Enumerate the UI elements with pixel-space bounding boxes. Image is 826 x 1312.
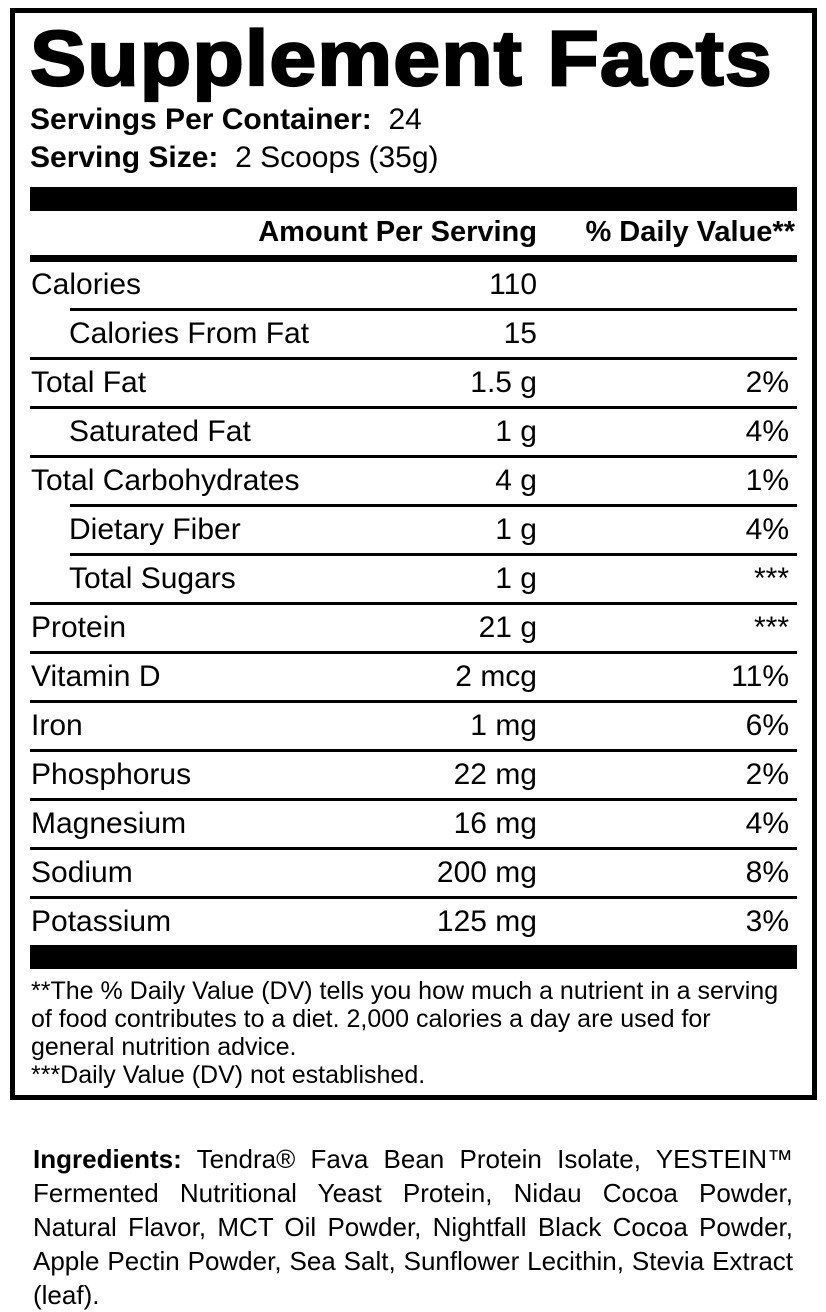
- servings-per-container-label: Servings Per Container:: [30, 103, 372, 136]
- row-divider: [30, 798, 797, 801]
- nutrient-daily-value: 8%: [745, 856, 789, 889]
- nutrient-daily-value: 6%: [745, 709, 789, 742]
- nutrient-daily-value: ***: [753, 611, 789, 644]
- table-row-sodium: Sodium 200 mg 8%: [30, 850, 797, 896]
- nutrient-daily-value: 4%: [745, 807, 789, 840]
- row-divider: [30, 357, 797, 360]
- nutrient-name: Potassium: [31, 905, 172, 938]
- nutrient-name: Vitamin D: [31, 660, 161, 693]
- nutrient-name: Calories From Fat: [69, 317, 310, 350]
- column-header-daily-value: % Daily Value**: [585, 216, 795, 248]
- nutrient-name: Protein: [31, 611, 127, 644]
- row-divider: [30, 749, 797, 752]
- nutrient-amount: 200 mg: [436, 856, 537, 889]
- table-row-iron: Iron 1 mg 6%: [30, 703, 797, 749]
- serving-size-label: Serving Size:: [30, 141, 219, 174]
- daily-value-footnote: **The % Daily Value (DV) tells you how m…: [31, 977, 779, 1061]
- nutrient-amount: 1 g: [495, 415, 537, 448]
- row-divider: [70, 553, 797, 556]
- nutrient-amount: 1 g: [495, 562, 537, 595]
- ingredients-label: Ingredients:: [33, 1144, 182, 1174]
- table-row-potassium: Potassium 125 mg 3%: [30, 899, 797, 945]
- column-header-amount: Amount Per Serving: [258, 216, 537, 248]
- nutrient-daily-value: 1%: [745, 464, 789, 497]
- nutrient-amount: 1 mg: [470, 709, 537, 742]
- table-row-magnesium: Magnesium 16 mg 4%: [30, 801, 797, 847]
- nutrient-name: Calories: [31, 268, 142, 301]
- table-row-total-carbohydrates: Total Carbohydrates 4 g 1%: [30, 458, 797, 504]
- header-rule: [30, 255, 797, 262]
- nutrient-amount: 4 g: [495, 464, 537, 497]
- nutrient-amount: 1.5 g: [470, 366, 537, 399]
- nutrient-daily-value: 4%: [745, 415, 789, 448]
- nutrient-amount: 15: [503, 317, 537, 350]
- table-row-phosphorus: Phosphorus 22 mg 2%: [30, 752, 797, 798]
- nutrient-name: Magnesium: [31, 807, 187, 840]
- nutrient-name: Sodium: [31, 856, 133, 889]
- row-divider: [30, 896, 797, 899]
- row-divider: [70, 504, 797, 507]
- thick-divider-bar-top: [30, 187, 797, 211]
- row-divider: [30, 406, 797, 409]
- row-divider: [30, 455, 797, 458]
- table-header: Amount Per Serving % Daily Value**: [30, 211, 797, 255]
- serving-size-spacer: [227, 141, 235, 174]
- nutrient-amount: 22 mg: [453, 758, 537, 791]
- nutrient-amount: 1 g: [495, 513, 537, 546]
- table-row-vitamin-d: Vitamin D 2 mcg 11%: [30, 654, 797, 700]
- nutrient-daily-value: 2%: [745, 758, 789, 791]
- nutrient-name: Iron: [31, 709, 83, 742]
- row-divider: [30, 602, 797, 605]
- nutrient-amount: 110: [489, 268, 537, 301]
- nutrient-name: Saturated Fat: [69, 415, 251, 448]
- servings-per-container: Servings Per Container: 24: [30, 101, 797, 139]
- nutrient-name: Total Carbohydrates: [31, 464, 300, 497]
- nutrient-name: Dietary Fiber: [69, 513, 241, 546]
- table-row-total-fat: Total Fat 1.5 g 2%: [30, 360, 797, 406]
- nutrient-name: Total Fat: [31, 366, 147, 399]
- nutrient-daily-value: 2%: [745, 366, 789, 399]
- nutrient-amount: 21 g: [478, 611, 537, 644]
- supplement-facts-panel: Supplement Facts Servings Per Container:…: [10, 8, 817, 1100]
- nutrient-daily-value: ***: [753, 562, 789, 595]
- footnotes: **The % Daily Value (DV) tells you how m…: [30, 969, 797, 1089]
- nutrient-daily-value: 4%: [745, 513, 789, 546]
- serving-size-value: 2 Scoops (35g): [235, 141, 439, 174]
- servings-per-container-count: 24: [388, 103, 422, 136]
- row-divider: [30, 700, 797, 703]
- table-row-saturated-fat: Saturated Fat 1 g 4%: [30, 409, 797, 455]
- table-row-calories-from-fat: Calories From Fat 15: [30, 311, 797, 357]
- table-row-calories: Calories 110: [30, 262, 797, 308]
- nutrient-amount: 125 mg: [436, 905, 537, 938]
- table-row-dietary-fiber: Dietary Fiber 1 g 4%: [30, 507, 797, 553]
- row-divider: [30, 847, 797, 850]
- row-divider: [70, 308, 797, 311]
- serving-size: Serving Size: 2 Scoops (35g): [30, 139, 797, 177]
- nutrient-name: Phosphorus: [31, 758, 192, 791]
- ingredients-paragraph: Ingredients: Tendra® Fava Bean Protein I…: [33, 1142, 793, 1312]
- nutrient-daily-value: 11%: [731, 660, 789, 693]
- nutrient-name: Total Sugars: [69, 562, 236, 595]
- nutrient-daily-value: 3%: [745, 905, 789, 938]
- table-row-total-sugars: Total Sugars 1 g ***: [30, 556, 797, 602]
- thick-divider-bar-bottom: [30, 945, 797, 969]
- nutrient-amount: 2 mcg: [455, 660, 537, 693]
- row-divider: [30, 651, 797, 654]
- panel-title: Supplement Facts: [29, 14, 773, 102]
- not-established-footnote: ***Daily Value (DV) not established.: [31, 1061, 426, 1089]
- table-row-protein: Protein 21 g ***: [30, 605, 797, 651]
- nutrient-amount: 16 mg: [453, 807, 537, 840]
